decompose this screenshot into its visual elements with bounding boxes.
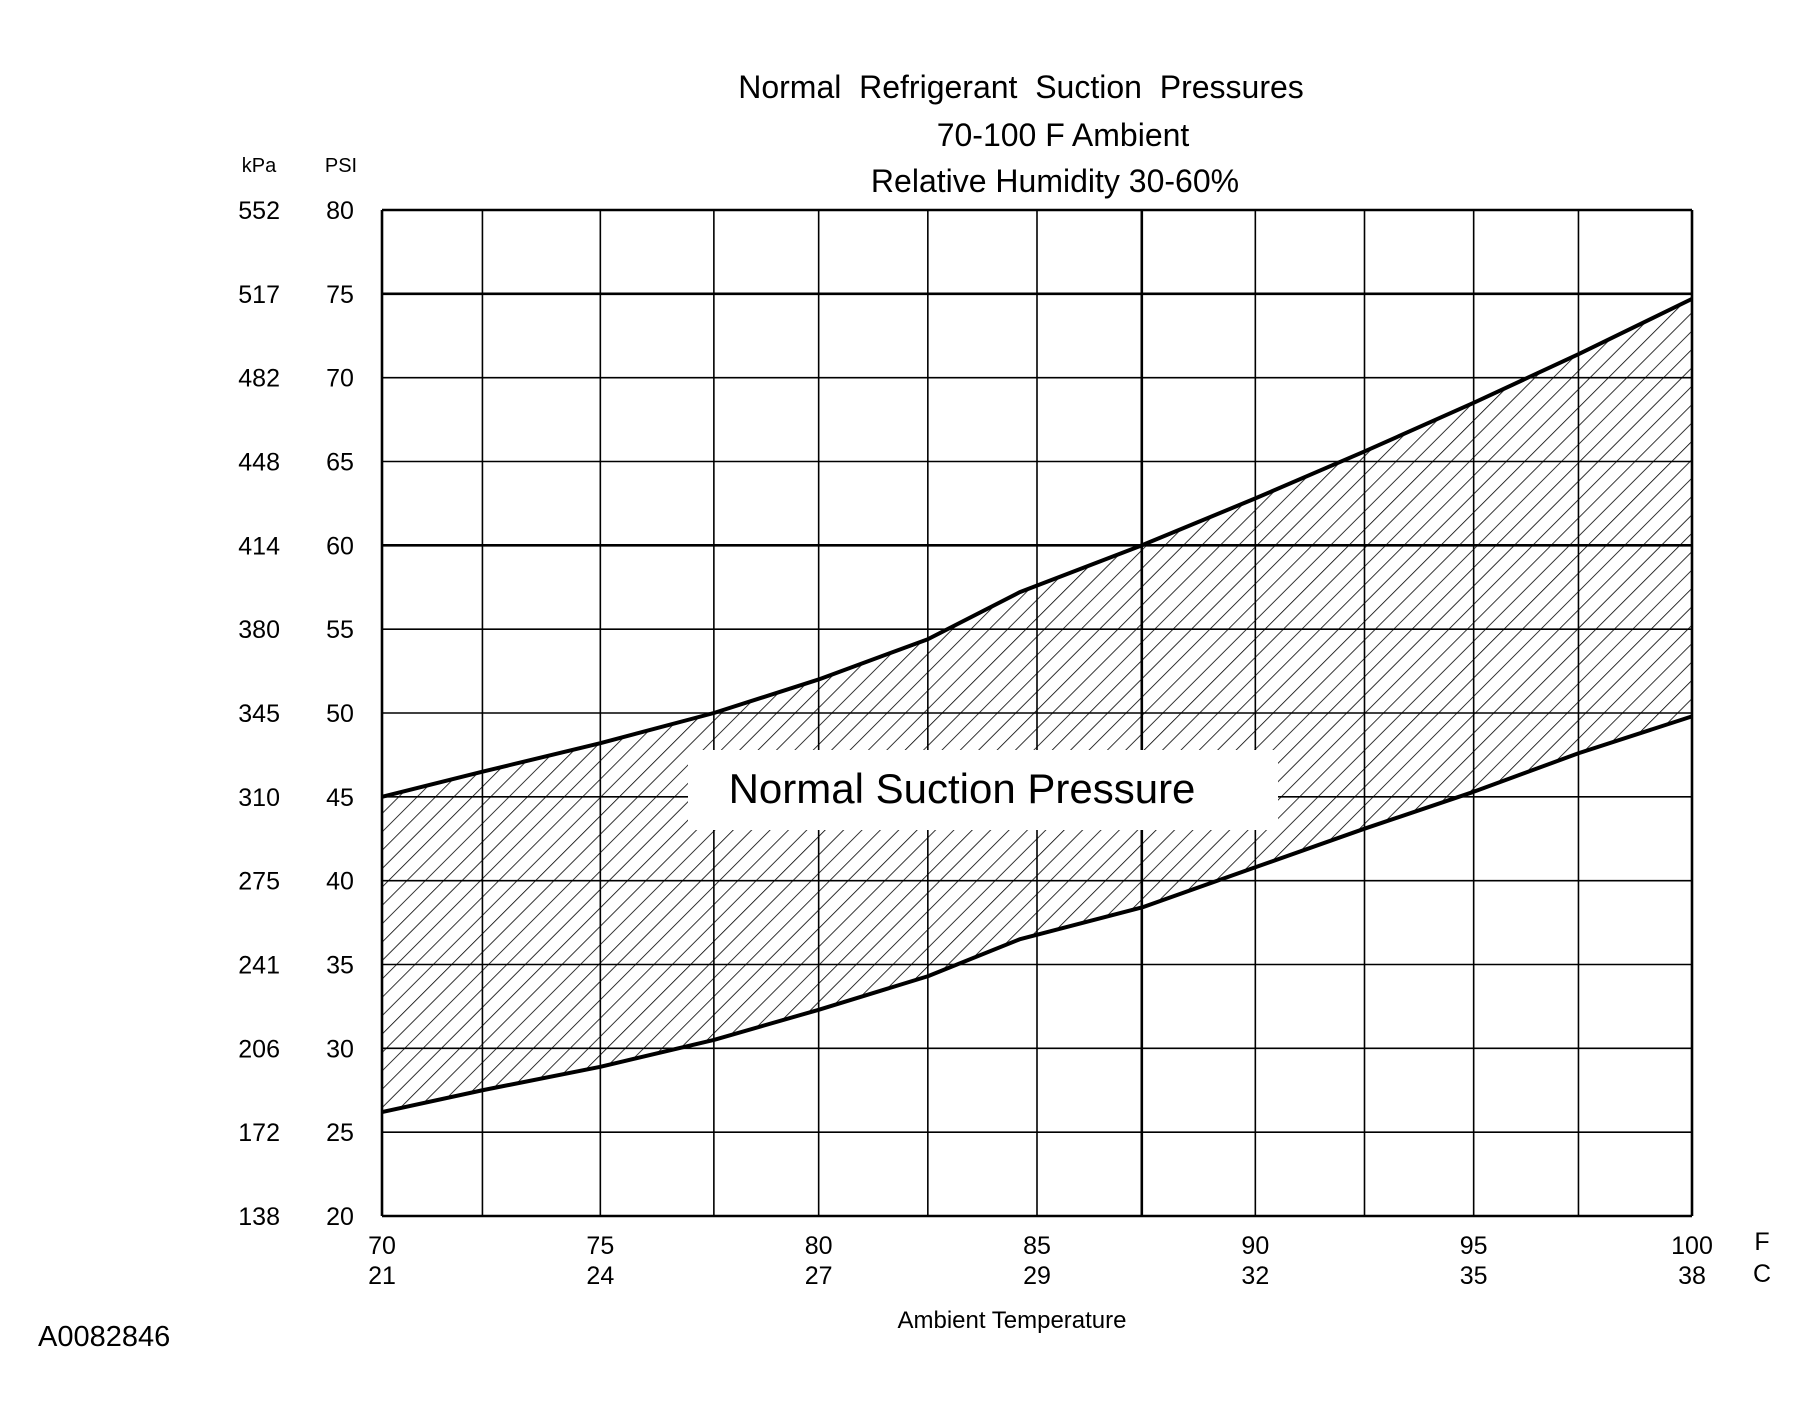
y-tick-label-psi: 40 <box>326 868 354 896</box>
y-tick-label-kpa: 138 <box>238 1203 280 1231</box>
x-unit-f: F <box>1754 1228 1769 1256</box>
y-tick-label-psi: 20 <box>326 1203 354 1231</box>
y-unit-kpa: kPa <box>242 155 277 177</box>
band-boundary-curves <box>381 297 1693 1115</box>
x-tick-label-f: 75 <box>586 1232 614 1260</box>
x-tick-label-f: 85 <box>1023 1232 1051 1260</box>
x-tick-label-c: 38 <box>1678 1262 1706 1290</box>
y-tick-label-psi: 25 <box>326 1119 354 1147</box>
x-tick-label-f: 90 <box>1241 1232 1269 1260</box>
upper-boundary-line <box>381 297 1693 799</box>
y-tick-label-kpa: 482 <box>238 365 280 393</box>
chart-title: Normal Refrigerant Suction Pressures <box>738 69 1304 105</box>
y-tick-label-psi: 70 <box>326 365 354 393</box>
y-tick-label-kpa: 552 <box>238 197 280 225</box>
figure-id: A0082846 <box>38 1321 170 1353</box>
y-tick-label-psi: 80 <box>326 197 354 225</box>
band-label-background <box>688 750 1278 830</box>
x-tick-label-c: 29 <box>1023 1262 1051 1290</box>
x-tick-label-f: 100 <box>1671 1232 1713 1260</box>
chart-subtitle-line-1: 70-100 F Ambient <box>937 117 1190 153</box>
y-tick-label-psi: 60 <box>326 532 354 560</box>
y-tick-label-kpa: 172 <box>238 1119 280 1147</box>
x-unit-c: C <box>1753 1260 1771 1288</box>
x-axis-label: Ambient Temperature <box>897 1307 1126 1334</box>
x-tick-label-f: 95 <box>1460 1232 1488 1260</box>
y-tick-label-psi: 50 <box>326 700 354 728</box>
y-tick-label-psi: 55 <box>326 616 354 644</box>
x-tick-label-f: 80 <box>805 1232 833 1260</box>
y-tick-label-psi: 65 <box>326 449 354 477</box>
x-tick-label-c: 35 <box>1460 1262 1488 1290</box>
y-tick-label-psi: 75 <box>326 281 354 309</box>
x-tick-label-c: 24 <box>586 1262 614 1290</box>
y-tick-label-kpa: 380 <box>238 616 280 644</box>
band-label: Normal Suction Pressure <box>729 765 1196 812</box>
y-axis-ticks: 552 80 517 75 482 70 448 65 414 60 380 55 345 50 310 45… <box>238 197 354 1231</box>
x-tick-label-c: 27 <box>805 1262 833 1290</box>
x-tick-label-f: 70 <box>368 1232 396 1260</box>
y-tick-label-kpa: 241 <box>238 952 280 980</box>
y-tick-label-kpa: 448 <box>238 449 280 477</box>
y-tick-label-kpa: 310 <box>238 784 280 812</box>
y-tick-label-psi: 30 <box>326 1035 354 1063</box>
x-tick-label-c: 32 <box>1241 1262 1269 1290</box>
y-tick-label-psi: 45 <box>326 784 354 812</box>
y-tick-label-psi: 35 <box>326 952 354 980</box>
lower-boundary-line <box>381 714 1693 1115</box>
x-tick-label-c: 21 <box>368 1262 396 1290</box>
y-tick-label-kpa: 517 <box>238 281 280 309</box>
y-tick-label-kpa: 414 <box>238 532 280 560</box>
y-tick-label-kpa: 206 <box>238 1035 280 1063</box>
y-unit-psi: PSI <box>325 155 357 177</box>
chart-grid <box>380 208 1694 1218</box>
y-tick-label-kpa: 275 <box>238 868 280 896</box>
y-tick-label-kpa: 345 <box>238 700 280 728</box>
chart-subtitle-line-2: Relative Humidity 30-60% <box>871 163 1239 199</box>
